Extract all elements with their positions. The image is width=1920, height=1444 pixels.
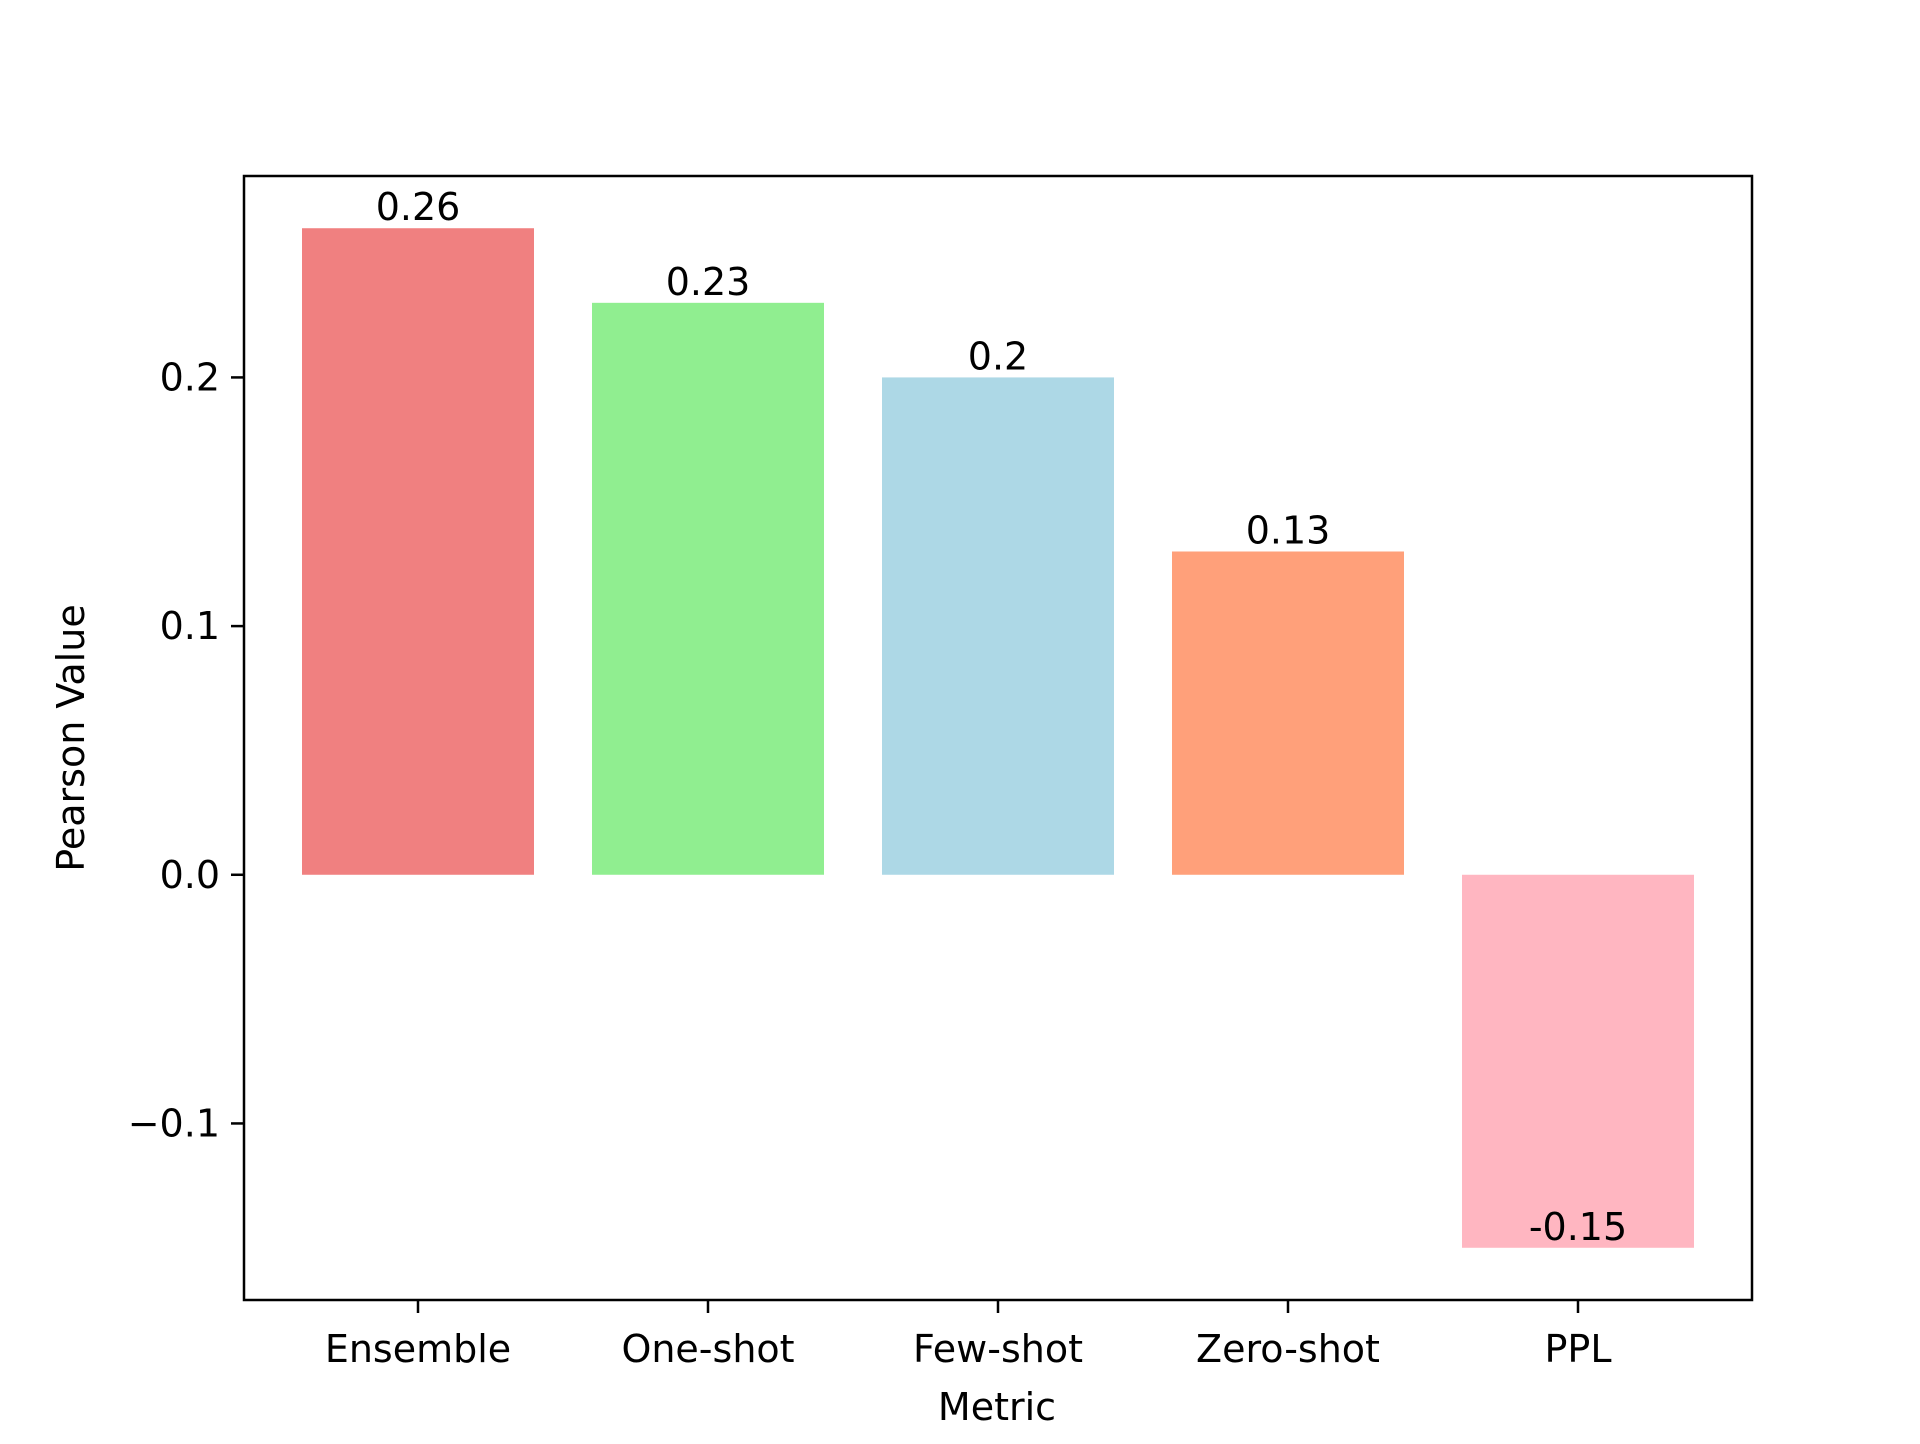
data-label-zero-shot: 0.13 — [1246, 508, 1331, 552]
x-axis: Ensemble One-shot Few-shot Zero-shot PPL — [325, 1300, 1612, 1371]
data-labels-layer: 0.26 0.23 0.2 0.13 -0.15 — [376, 185, 1627, 1249]
y-axis-title: Pearson Value — [49, 604, 93, 871]
x-axis-title: Metric — [938, 1385, 1056, 1429]
y-tick-label: 0.2 — [160, 355, 220, 399]
bar-ppl — [1462, 874, 1694, 1248]
x-tick-label-ensemble: Ensemble — [325, 1327, 511, 1371]
bar-zero-shot — [1172, 551, 1404, 875]
data-label-ensemble: 0.26 — [376, 185, 461, 229]
y-axis: −0.1 0.0 0.1 0.2 — [128, 355, 244, 1145]
data-label-few-shot: 0.2 — [968, 334, 1028, 378]
y-tick-label: −0.1 — [128, 1101, 220, 1145]
x-tick-label-one-shot: One-shot — [621, 1327, 794, 1371]
bars-layer — [302, 228, 1694, 1248]
y-tick-label: 0.0 — [160, 853, 220, 897]
y-tick-label: 0.1 — [160, 604, 220, 648]
bar-ensemble — [302, 228, 534, 875]
x-tick-label-ppl: PPL — [1544, 1327, 1611, 1371]
bar-one-shot — [592, 302, 824, 875]
data-label-ppl: -0.15 — [1529, 1205, 1627, 1249]
x-tick-label-few-shot: Few-shot — [913, 1327, 1083, 1371]
x-tick-label-zero-shot: Zero-shot — [1196, 1327, 1380, 1371]
data-label-one-shot: 0.23 — [666, 260, 751, 304]
bar-few-shot — [882, 377, 1114, 875]
